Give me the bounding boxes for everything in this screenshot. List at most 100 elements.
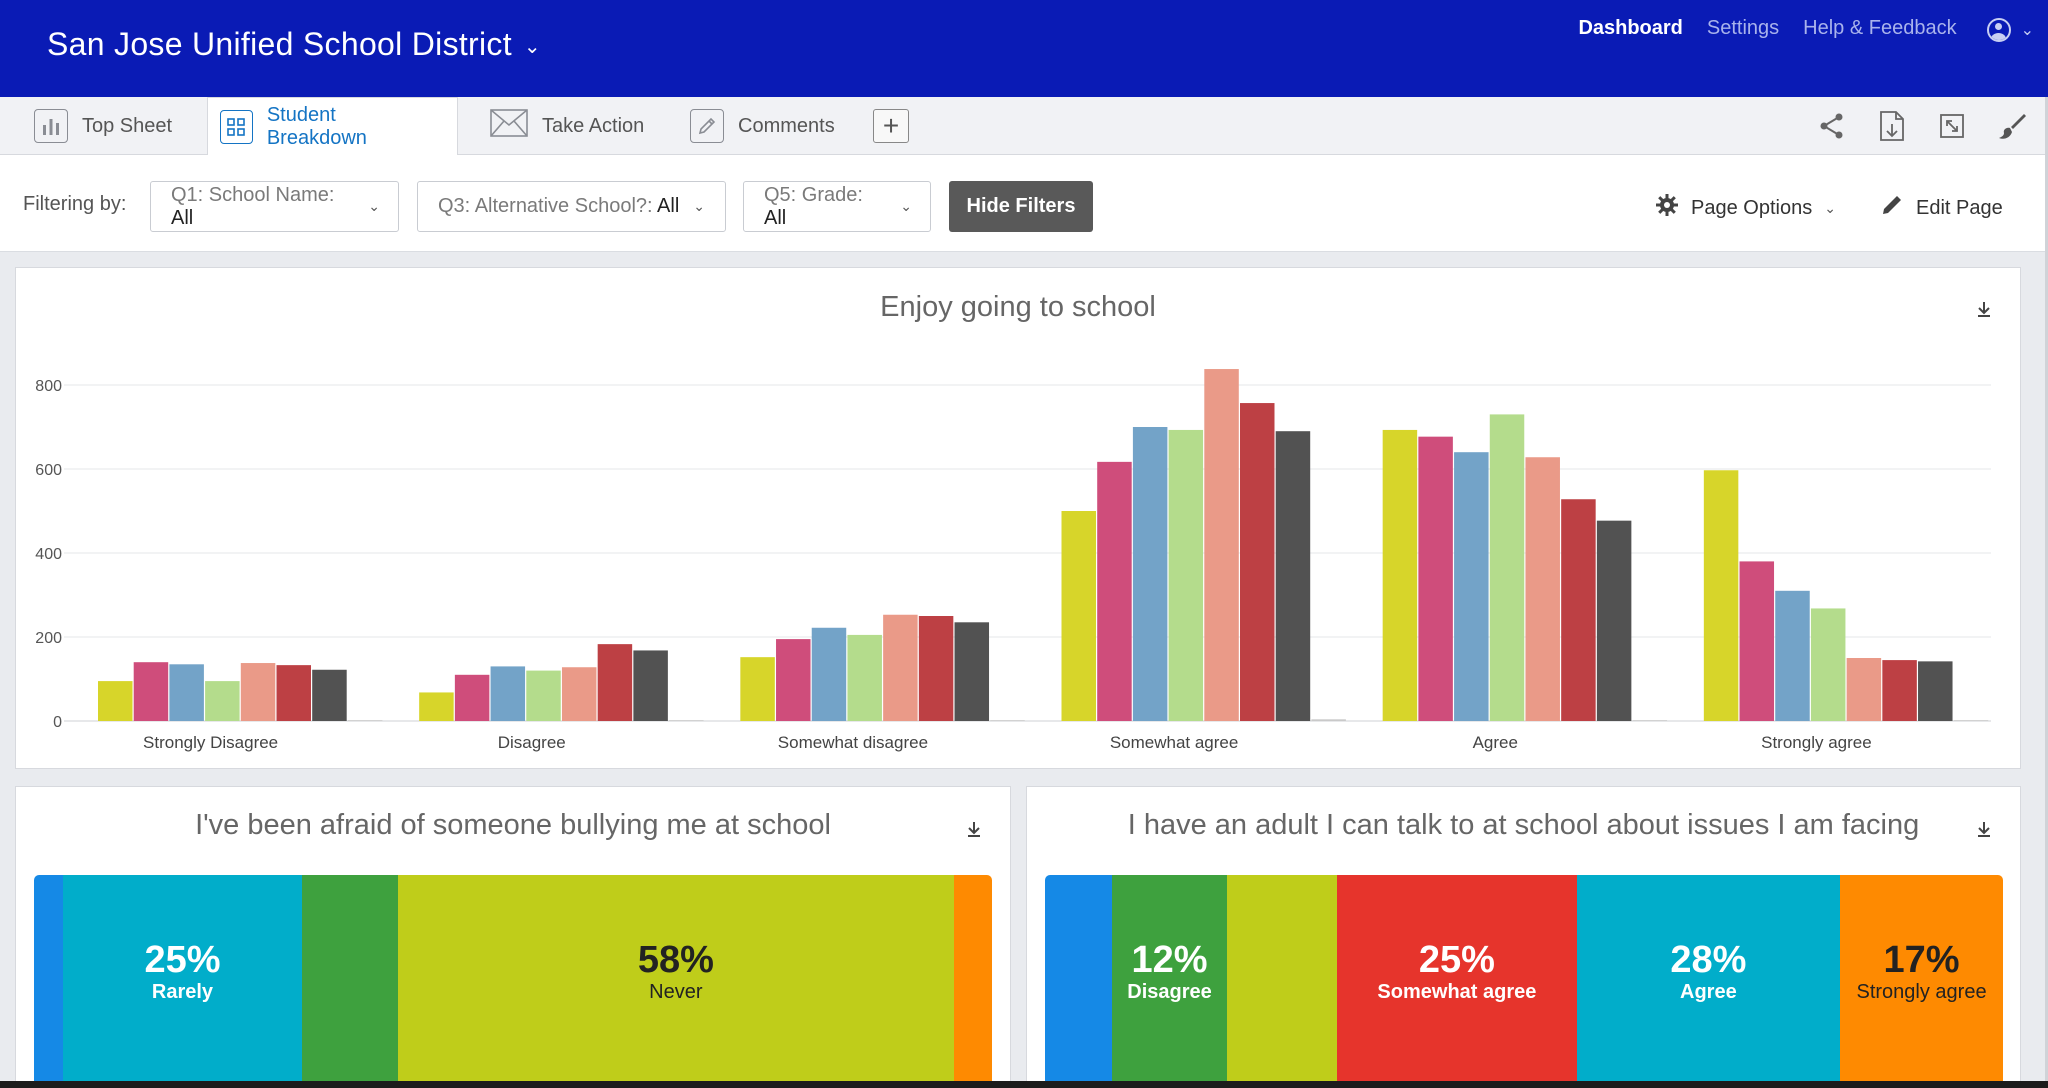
bar[interactable] xyxy=(240,663,276,721)
bar[interactable] xyxy=(1061,511,1097,721)
tab-top-sheet[interactable]: Top Sheet xyxy=(0,97,206,155)
bar[interactable] xyxy=(740,657,775,721)
bar[interactable] xyxy=(776,639,811,721)
export-page-icon[interactable] xyxy=(1862,97,1922,155)
bar[interactable] xyxy=(811,627,847,721)
bar[interactable] xyxy=(205,681,240,721)
bar[interactable] xyxy=(1489,414,1525,721)
download-icon[interactable] xyxy=(1976,820,1992,844)
bar[interactable] xyxy=(1810,608,1846,721)
bar[interactable] xyxy=(169,664,204,721)
pencil-icon xyxy=(1880,193,1904,223)
bar[interactable] xyxy=(1882,660,1917,721)
bar[interactable] xyxy=(1168,429,1204,721)
download-icon[interactable] xyxy=(966,820,982,844)
stack-segment[interactable] xyxy=(34,875,63,1088)
filter-alternative-school[interactable]: Q3: Alternative School?: All ⌄ xyxy=(417,181,726,232)
nav-dashboard[interactable]: Dashboard xyxy=(1578,16,1683,39)
bar[interactable] xyxy=(1918,661,1953,721)
segment-label: Strongly agree xyxy=(1856,981,1987,1003)
envelope-icon xyxy=(490,109,528,143)
bar[interactable] xyxy=(1132,427,1168,721)
bar[interactable] xyxy=(133,662,169,721)
bar[interactable] xyxy=(669,720,704,721)
bar[interactable] xyxy=(490,666,526,721)
chevron-down-icon: ⌄ xyxy=(900,198,912,214)
chevron-down-icon: ⌄ xyxy=(693,198,705,214)
bar[interactable] xyxy=(1097,461,1132,721)
stack-segment[interactable]: 17% Strongly agree xyxy=(1840,875,2003,1088)
bar[interactable] xyxy=(347,720,383,721)
segment-label: Never xyxy=(649,981,703,1003)
edit-page-button[interactable]: Edit Page xyxy=(1880,193,2003,223)
tab-student-breakdown[interactable]: Student Breakdown xyxy=(207,97,458,156)
stack-segment[interactable]: 28% Agree xyxy=(1576,875,1841,1088)
x-tick-label: Agree xyxy=(1473,733,1518,752)
y-tick-label: 200 xyxy=(35,630,62,647)
bar[interactable] xyxy=(1846,658,1882,721)
bar[interactable] xyxy=(454,674,490,721)
adult-talk-stacked-bar: 12% Disagree 25% Somewhat agree 28% Agree 17% S… xyxy=(1045,875,2003,1088)
bar[interactable] xyxy=(1739,561,1775,721)
bar[interactable] xyxy=(1525,457,1560,721)
bar[interactable] xyxy=(312,669,347,721)
fullscreen-icon[interactable] xyxy=(1922,97,1982,155)
add-tab-button[interactable]: + xyxy=(873,109,909,143)
bar[interactable] xyxy=(526,670,561,721)
chevron-down-icon: ⌄ xyxy=(523,36,541,58)
bar[interactable] xyxy=(1953,720,1989,721)
enjoy-school-panel: Enjoy going to school 0 200 400 600 800 Stron… xyxy=(15,267,2021,769)
filter-grade[interactable]: Q5: Grade: All ⌄ xyxy=(743,181,931,232)
page-options-button[interactable]: Page Options ⌄ xyxy=(1655,193,1836,223)
x-tick-label: Strongly Disagree xyxy=(143,733,278,752)
toolbar-tools xyxy=(1802,97,2048,155)
bar[interactable] xyxy=(1204,369,1239,721)
bar[interactable] xyxy=(419,692,454,721)
filter-school-name[interactable]: Q1: School Name: All ⌄ xyxy=(150,181,399,232)
bar[interactable] xyxy=(1240,403,1275,721)
user-menu[interactable]: ⌄ xyxy=(1986,18,2034,42)
bar[interactable] xyxy=(1454,452,1489,721)
bar[interactable] xyxy=(847,634,882,721)
bar[interactable] xyxy=(98,681,133,721)
share-icon[interactable] xyxy=(1802,97,1862,155)
bar[interactable] xyxy=(1596,520,1632,721)
bar[interactable] xyxy=(1703,470,1739,721)
nav-help-feedback[interactable]: Help & Feedback xyxy=(1803,16,1957,39)
adult-talk-title: I have an adult I can talk to at school … xyxy=(1127,809,1920,841)
bar[interactable] xyxy=(561,667,597,721)
bar[interactable] xyxy=(1775,590,1810,721)
stack-segment[interactable]: 12% Disagree xyxy=(1112,875,1227,1088)
nav-settings[interactable]: Settings xyxy=(1706,16,1780,39)
bar[interactable] xyxy=(633,650,668,721)
bar[interactable] xyxy=(276,665,312,721)
bar[interactable] xyxy=(1418,436,1453,721)
tab-comments[interactable]: Comments xyxy=(668,97,868,155)
stack-segment[interactable]: 58% Never xyxy=(398,875,954,1088)
segment-percent: 25% xyxy=(144,939,221,981)
bar[interactable] xyxy=(1275,431,1311,721)
stack-segment[interactable]: 25% Somewhat agree xyxy=(1337,875,1577,1088)
bar[interactable] xyxy=(1311,719,1346,721)
bar[interactable] xyxy=(990,720,1025,721)
y-tick-label: 400 xyxy=(35,546,62,563)
stack-segment[interactable] xyxy=(302,875,399,1088)
tab-take-action[interactable]: Take Action xyxy=(458,97,668,155)
bar[interactable] xyxy=(954,622,990,721)
edit-page-label: Edit Page xyxy=(1916,196,2003,219)
download-icon[interactable] xyxy=(1976,300,1992,324)
paint-brush-icon[interactable] xyxy=(1982,97,2042,155)
stack-segment[interactable] xyxy=(953,875,992,1088)
stack-segment[interactable] xyxy=(1045,875,1113,1088)
stack-segment[interactable]: 25% Rarely xyxy=(62,875,303,1088)
bar[interactable] xyxy=(1632,720,1668,721)
bar[interactable] xyxy=(597,644,633,721)
stack-segment[interactable] xyxy=(1227,875,1338,1088)
bar[interactable] xyxy=(1561,499,1596,721)
org-selector[interactable]: San Jose Unified School District ⌄ xyxy=(47,26,541,63)
bar[interactable] xyxy=(918,616,954,721)
bar[interactable] xyxy=(1382,429,1418,721)
bar[interactable] xyxy=(883,614,918,721)
hide-filters-button[interactable]: Hide Filters xyxy=(949,181,1093,232)
filter-text: Q1: School Name: All xyxy=(171,183,335,229)
